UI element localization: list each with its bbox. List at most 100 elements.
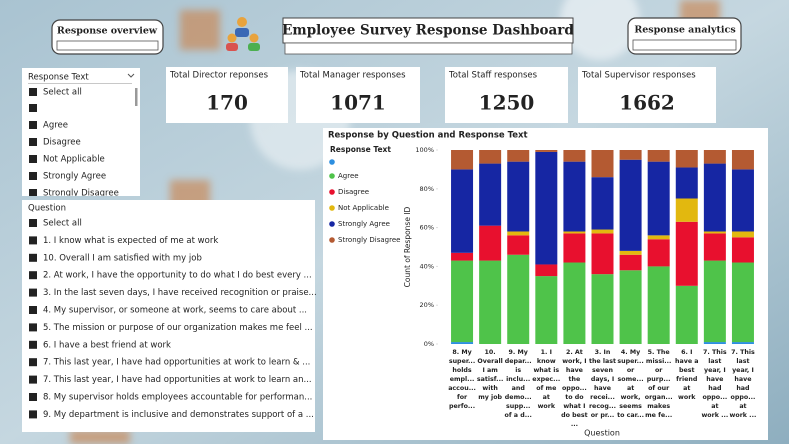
- bar-segment: [731, 150, 754, 170]
- slicer-item[interactable]: Disagree: [29, 138, 81, 148]
- legend-marker: [329, 189, 335, 195]
- x-tick-label: expec...: [532, 376, 560, 383]
- slicer-item[interactable]: Strongly Agree: [29, 172, 106, 182]
- bar-segment: [563, 161, 586, 232]
- slicer-item[interactable]: Select all: [29, 88, 82, 98]
- slicer-item[interactable]: 7. This last year, I have had opportunit…: [29, 375, 312, 385]
- bar-segment: [451, 342, 474, 344]
- x-tick-label: 2. At: [566, 349, 583, 356]
- checkbox[interactable]: [29, 236, 37, 245]
- checkbox[interactable]: [29, 306, 37, 314]
- slicer-item[interactable]: Agree: [29, 121, 68, 131]
- slicer-item[interactable]: 7. This last year, I have had opportunit…: [29, 358, 310, 368]
- x-tick-label: at: [711, 403, 718, 410]
- x-tick-label: to car...: [617, 412, 644, 419]
- kpi-label: Total Director reponses: [169, 71, 269, 81]
- checkbox[interactable]: [29, 88, 37, 96]
- bar-segment: [535, 276, 558, 344]
- x-tick-label: demo...: [505, 394, 532, 401]
- slicer-item[interactable]: 1. I know what is expected of me at work: [29, 236, 218, 246]
- x-tick-label: the: [569, 376, 581, 383]
- x-tick-label: or: [655, 367, 663, 374]
- slicer-panel: [22, 68, 140, 196]
- x-tick-label: missi...: [646, 358, 672, 365]
- slicer-item[interactable]: 10. Overall I am satisfied with my job: [29, 253, 202, 263]
- x-tick-label: last: [736, 358, 749, 365]
- x-tick-label: 10.: [485, 349, 496, 356]
- legend-title: Response Text: [330, 145, 391, 154]
- checkbox[interactable]: [29, 138, 37, 146]
- slicer-item[interactable]: 5. The mission or purpose of our organiz…: [29, 323, 313, 333]
- x-tick-label: or pr...: [591, 412, 615, 419]
- x-tick-label: seven: [592, 367, 613, 374]
- checkbox[interactable]: [29, 393, 37, 401]
- x-tick-label: had: [736, 385, 749, 392]
- legend-label: Strongly Disagree: [338, 236, 400, 244]
- slicer-panel: [22, 200, 315, 432]
- slicer-items: Select all Agree Disagree Not Applicable Str…: [29, 88, 119, 199]
- y-tick-label: 80%: [420, 185, 434, 193]
- checkbox[interactable]: [29, 288, 37, 297]
- legend-marker: [329, 221, 335, 227]
- x-tick-label: oppo...: [702, 394, 727, 401]
- x-tick-label: of me: [536, 385, 556, 392]
- slicer-item[interactable]: 2. At work, I have the opportunity to do…: [29, 271, 312, 281]
- checkbox[interactable]: [29, 172, 37, 180]
- x-tick-label: with: [482, 385, 497, 392]
- x-tick-label: my job: [478, 394, 502, 401]
- slicer-title: Response Text: [28, 73, 89, 83]
- bar-segment: [563, 231, 586, 234]
- x-tick-label: have: [706, 376, 723, 383]
- legend-marker: [329, 205, 335, 211]
- bar-segment: [507, 150, 530, 162]
- x-tick-label: recog...: [589, 403, 616, 410]
- right-button[interactable]: Response analytics: [627, 17, 742, 55]
- slicer-title: Question: [28, 204, 66, 214]
- checkbox[interactable]: [29, 189, 37, 197]
- slicer-item[interactable]: 6. I have a best friend at work: [29, 340, 171, 350]
- checkbox[interactable]: [29, 155, 37, 163]
- legend-label: Not Applicable: [338, 204, 389, 212]
- x-tick-label: organ...: [645, 394, 673, 401]
- slicer-item[interactable]: Not Applicable: [29, 155, 105, 165]
- bar-segment: [591, 177, 614, 230]
- checkbox[interactable]: [29, 358, 37, 367]
- bar-segment: [703, 150, 726, 164]
- slicer-item[interactable]: 9. My department is inclusive and demons…: [29, 410, 314, 420]
- x-tick-label: the last: [589, 358, 616, 365]
- scrollbar[interactable]: [135, 88, 138, 106]
- x-tick-label: oppo...: [562, 385, 587, 392]
- bar-segment: [591, 274, 614, 344]
- kpi-value: 1250: [479, 91, 535, 115]
- item-label: 2. At work, I have the opportunity to do…: [43, 271, 312, 281]
- slicer-item[interactable]: 4. My supervisor, or someone at work, se…: [29, 306, 307, 316]
- bar-segment: [675, 221, 698, 286]
- x-tick-label: 7. This: [703, 349, 727, 356]
- checkbox[interactable]: [29, 271, 37, 280]
- dropdown-caret[interactable]: [127, 73, 135, 78]
- checkbox[interactable]: [29, 323, 37, 332]
- checkbox[interactable]: [29, 104, 37, 112]
- bar-segment: [451, 252, 474, 261]
- checkbox[interactable]: [29, 219, 37, 227]
- x-tick-label: of our: [648, 385, 670, 392]
- slicer-item[interactable]: 8. My supervisor holds employees account…: [29, 393, 312, 403]
- checkbox[interactable]: [29, 410, 37, 419]
- slicer-items: Select all 1. I know what is expected of …: [29, 219, 317, 420]
- bar-segment: [619, 150, 642, 160]
- x-tick-label: friend: [676, 376, 697, 383]
- bar-segment: [647, 239, 670, 267]
- slicer-item[interactable]: Select all: [29, 219, 82, 229]
- checkbox[interactable]: [29, 340, 37, 349]
- slicer-item[interactable]: 3. In the last seven days, I have receiv…: [29, 288, 317, 298]
- x-tick-label: year, I: [704, 367, 726, 374]
- bar-segment: [675, 198, 698, 222]
- x-tick-label: to do: [565, 394, 584, 401]
- checkbox[interactable]: [29, 375, 37, 384]
- checkbox[interactable]: [29, 253, 37, 262]
- left-button[interactable]: Response overview: [51, 19, 164, 55]
- slicer-item[interactable]: Strongly Disagree: [29, 189, 119, 199]
- bar-segment: [647, 266, 670, 344]
- checkbox[interactable]: [29, 121, 37, 129]
